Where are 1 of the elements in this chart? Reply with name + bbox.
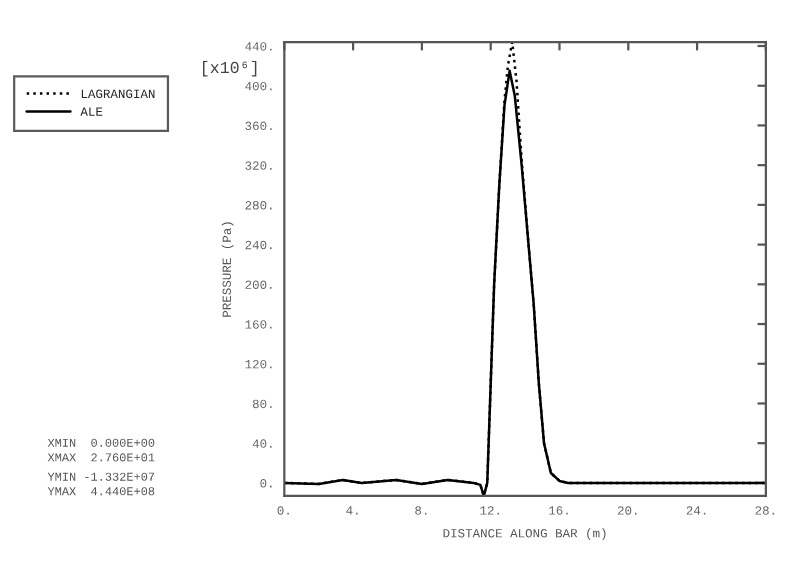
text: [x10⁶]: [203, 60, 257, 77]
